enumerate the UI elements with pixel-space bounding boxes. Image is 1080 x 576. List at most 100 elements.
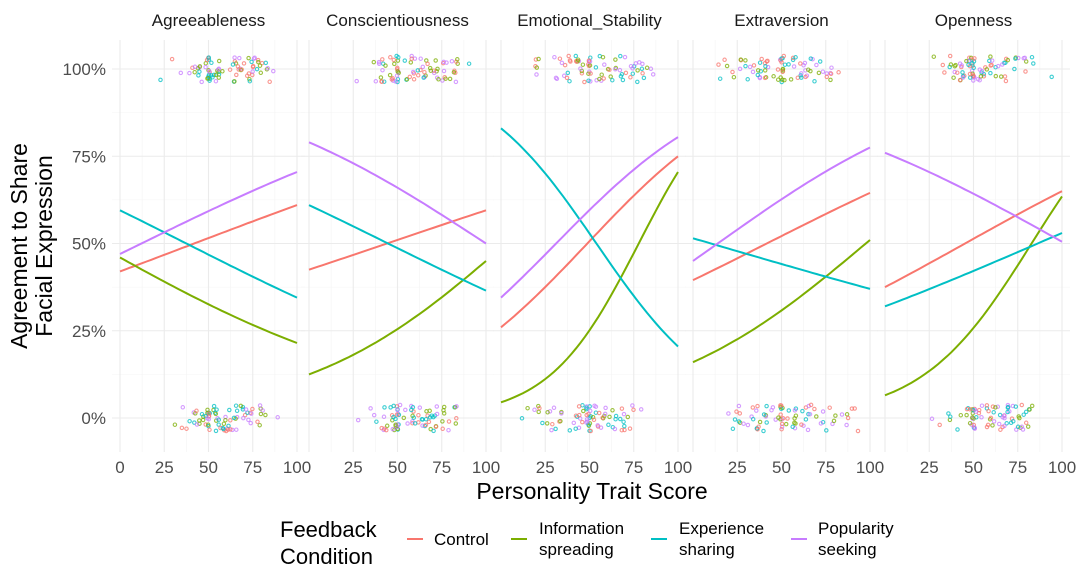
jitter-point — [973, 409, 979, 414]
jitter-point — [618, 74, 624, 79]
jitter-point — [214, 407, 219, 412]
jitter-point — [241, 415, 246, 421]
jitter-point — [755, 72, 761, 78]
jitter-point — [558, 418, 563, 424]
jitter-point — [1002, 413, 1007, 418]
jitter-point — [378, 75, 384, 80]
jitter-point — [991, 419, 997, 424]
jitter-point — [255, 419, 260, 425]
jitter-point — [1000, 62, 1005, 67]
jitter-point — [808, 56, 814, 61]
series-line-openness-control — [884, 190, 1063, 288]
jitter-point — [567, 78, 572, 84]
jitter-point — [427, 65, 433, 71]
jitter-point — [534, 72, 539, 77]
jitter-point — [178, 70, 184, 76]
jitter-point — [603, 405, 608, 411]
jitter-point — [844, 412, 850, 417]
jitter-point — [227, 407, 232, 413]
jitter-point — [628, 75, 633, 80]
jitter-point — [984, 424, 990, 430]
jitter-point — [1002, 423, 1007, 429]
jitter-point — [393, 422, 398, 427]
jitter-point — [250, 69, 255, 74]
jitter-point — [567, 58, 573, 63]
jitter-point — [831, 418, 837, 424]
series-line-openness-popularity-seeking — [884, 151, 1063, 243]
jitter-point — [839, 412, 845, 417]
jitter-point — [648, 66, 654, 72]
jitter-point — [373, 79, 379, 84]
jitter-point — [390, 426, 396, 432]
x-tick-label: 50 — [772, 458, 791, 477]
jitter-point — [423, 422, 429, 428]
jitter-point — [451, 70, 457, 75]
jitter-point — [989, 62, 994, 68]
jitter-point — [833, 413, 838, 418]
jitter-point — [602, 411, 608, 417]
jitter-point — [250, 406, 255, 412]
jitter-point — [169, 56, 175, 62]
jitter-point — [199, 79, 204, 85]
x-tick-label: 25 — [728, 458, 747, 477]
series-line-emotional-stability-control — [500, 155, 679, 329]
jitter-point — [244, 73, 250, 79]
jitter-point — [971, 65, 976, 71]
jitter-point — [536, 409, 541, 415]
jitter-point — [957, 61, 963, 66]
legend-label: sharing — [679, 540, 735, 559]
jitter-point — [814, 62, 819, 68]
jitter-point — [573, 426, 578, 431]
jitter-point — [206, 76, 211, 81]
x-tick-label: 25 — [920, 458, 939, 477]
jitter-point — [967, 407, 973, 412]
jitter-point — [617, 416, 623, 422]
jitter-point — [978, 74, 984, 79]
jitter-point — [716, 62, 721, 67]
legend-title-line: Condition — [280, 544, 373, 569]
jitter-point — [376, 59, 382, 65]
jitter-point — [948, 414, 953, 419]
jitter-point — [250, 63, 256, 69]
jitter-point — [551, 405, 557, 411]
jitter-point — [995, 63, 1001, 69]
x-tick-label: 50 — [580, 458, 599, 477]
jitter-point — [828, 77, 833, 83]
jitter-point — [1027, 407, 1032, 412]
jitter-point — [584, 405, 589, 410]
jitter-point — [407, 74, 413, 80]
series-line-extraversion-popularity-seeking — [692, 146, 871, 262]
jitter-point — [650, 72, 656, 77]
jitter-point — [942, 70, 947, 75]
jitter-point — [814, 414, 819, 419]
jitter-point — [818, 421, 824, 426]
jitter-point — [205, 407, 210, 413]
jitter-point — [577, 412, 582, 418]
jitter-point — [937, 422, 942, 428]
jitter-point — [778, 75, 783, 80]
jitter-point — [559, 411, 564, 416]
jitter-point — [1005, 57, 1011, 63]
jitter-point — [248, 420, 253, 426]
jitter-point — [447, 76, 453, 82]
jitter-point — [800, 408, 805, 414]
x-tick-label: 25 — [155, 458, 174, 477]
jitter-point — [257, 63, 263, 68]
jitter-point — [216, 422, 221, 427]
series-line-emotional-stability-information-spreading — [500, 171, 679, 404]
jitter-point — [741, 421, 746, 426]
legend-item-popularity-seeking: Popularity seeking — [791, 519, 894, 559]
jitter-point — [805, 427, 811, 433]
x-tick-label: 100 — [664, 458, 692, 477]
legend-item-information-spreading: Information spreading — [511, 519, 624, 559]
jitter-point — [967, 71, 973, 77]
jitter-point — [205, 416, 210, 421]
jitter-point — [996, 421, 1002, 427]
jitter-point — [747, 64, 753, 70]
jitter-point — [196, 73, 201, 78]
jitter-point — [420, 64, 426, 70]
jitter-point — [544, 421, 550, 426]
series-line-extraversion-information-spreading — [692, 239, 871, 364]
jitter-point — [388, 55, 393, 60]
jitter-point — [584, 417, 590, 422]
